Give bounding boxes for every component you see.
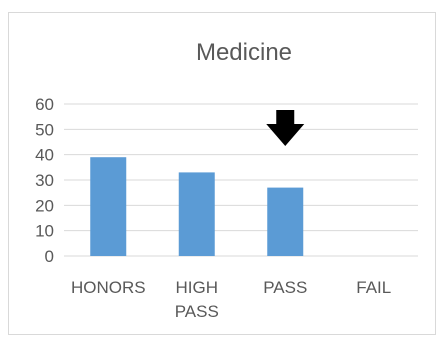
down-arrow-icon bbox=[266, 110, 305, 146]
annotations bbox=[266, 110, 305, 146]
chart-title: Medicine bbox=[196, 39, 292, 66]
x-tick-label: PASS bbox=[263, 278, 307, 297]
x-tick-label: HONORS bbox=[71, 278, 146, 297]
y-axis-ticks: 0 10 20 30 40 50 60 bbox=[35, 95, 54, 266]
bar bbox=[90, 157, 127, 256]
bar bbox=[178, 172, 215, 256]
y-tick-label: 60 bbox=[35, 95, 54, 114]
y-tick-label: 10 bbox=[35, 222, 54, 241]
x-tick-label: FAIL bbox=[356, 278, 391, 297]
bars bbox=[90, 157, 304, 256]
y-tick-label: 0 bbox=[45, 247, 54, 266]
y-tick-label: 50 bbox=[35, 120, 54, 139]
x-tick-label: HIGH PASS bbox=[175, 278, 219, 321]
y-tick-label: 30 bbox=[35, 171, 54, 190]
bar bbox=[267, 187, 304, 256]
x-axis-labels: HONORS HIGH PASS PASS FAIL bbox=[71, 278, 391, 321]
chart-area bbox=[8, 12, 436, 335]
y-tick-label: 40 bbox=[35, 146, 54, 165]
y-tick-label: 20 bbox=[35, 196, 54, 215]
